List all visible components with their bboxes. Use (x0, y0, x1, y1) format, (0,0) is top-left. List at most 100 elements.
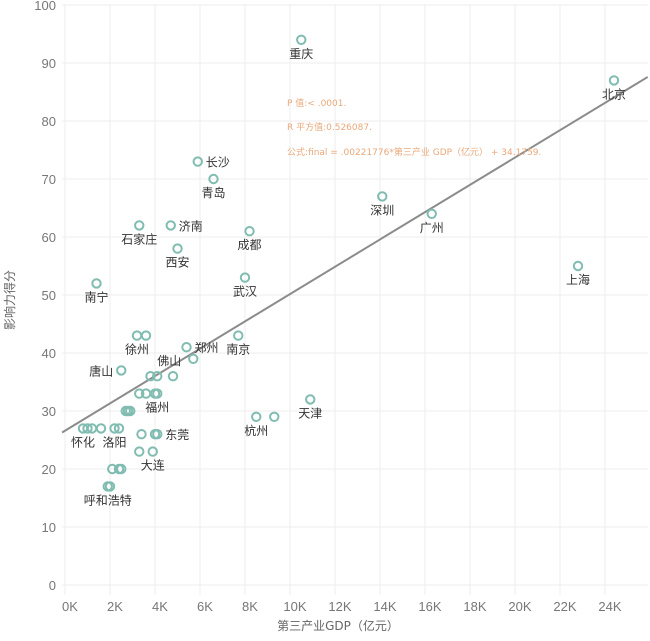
x-tick-label: 24K (598, 599, 621, 614)
data-point (192, 156, 203, 167)
point-label: 青岛 (201, 185, 225, 200)
data-point (305, 394, 316, 405)
trend-annotations: P 值:< .0001. R 平方值:0.526087. 公式:final = … (287, 97, 541, 158)
point-label: 重庆 (289, 47, 313, 61)
point-label: 福州 (145, 400, 169, 415)
x-tick-label: 10K (283, 599, 306, 614)
x-tick-label: 20K (508, 599, 531, 614)
data-point (147, 446, 158, 457)
data-point (152, 388, 163, 399)
data-point (233, 330, 244, 341)
x-axis-ticks: 0K 2K 4K 6K 8K 10K 12K 14K 16K 18K 20K 22K 24K (62, 599, 622, 614)
data-point (269, 411, 280, 422)
point-label: 东莞 (165, 428, 189, 442)
data-point (251, 411, 262, 422)
point-label: 郑州 (195, 340, 219, 355)
y-tick-label: 80 (42, 114, 56, 129)
y-tick-label: 40 (42, 346, 56, 361)
x-tick-label: 4K (152, 599, 168, 614)
point-label: 武汉 (233, 285, 257, 299)
data-point (152, 429, 163, 440)
x-tick-label: 22K (553, 599, 576, 614)
data-point (145, 371, 156, 382)
data-point (165, 220, 176, 231)
point-label: 北京 (602, 87, 626, 101)
point-label: 石家庄 (121, 231, 157, 246)
point-label: 南京 (226, 342, 250, 357)
y-tick-label: 60 (42, 230, 56, 245)
data-point (134, 446, 145, 457)
y-tick-label: 10 (42, 520, 56, 535)
point-label: 杭州 (244, 423, 268, 438)
data-point (181, 342, 192, 353)
data-point (125, 405, 136, 417)
data-point (95, 423, 107, 434)
data-point (152, 371, 163, 382)
x-tick-label: 14K (373, 599, 396, 614)
point-label: 大连 (141, 458, 165, 473)
point-label: 上海 (566, 272, 590, 287)
data-point (377, 191, 388, 202)
data-point (188, 353, 199, 364)
x-tick-label: 16K (418, 599, 441, 614)
p-value-annotation: P 值:< .0001. (287, 97, 346, 109)
point-label: 成都 (237, 238, 261, 252)
x-tick-label: 6K (197, 599, 213, 614)
data-point (116, 365, 127, 376)
data-point (172, 243, 183, 254)
point-label: 怀化 (71, 435, 95, 449)
r-squared-annotation: R 平方值:0.526087. (287, 121, 372, 133)
data-point (167, 371, 179, 382)
x-tick-label: 18K (463, 599, 486, 614)
y-tick-label: 50 (42, 288, 56, 303)
point-label: 唐山 (89, 363, 113, 378)
data-point (134, 220, 145, 231)
y-axis-ticks: 0 10 20 30 40 50 60 70 80 90 100 (34, 0, 56, 593)
data-point (91, 278, 102, 289)
point-label: 长沙 (206, 156, 230, 170)
y-tick-label: 100 (34, 0, 56, 13)
y-tick-label: 20 (42, 462, 56, 477)
point-label: 济南 (179, 218, 203, 233)
data-point (82, 423, 93, 434)
point-label: 西安 (165, 255, 189, 270)
data-point (134, 388, 145, 399)
data-point (572, 260, 584, 272)
y-tick-label: 90 (42, 56, 56, 71)
data-point (426, 208, 437, 220)
data-point (239, 272, 251, 283)
data-point (109, 423, 120, 434)
gridlines (62, 4, 648, 595)
point-label: 深圳 (370, 203, 394, 217)
point-label: 天津 (298, 406, 322, 420)
formula-annotation: 公式:final = .00221776*第三产业 GDP（亿元） + 34.1… (287, 146, 541, 158)
y-tick-label: 0 (49, 578, 56, 593)
y-tick-label: 30 (42, 404, 56, 419)
data-point (136, 429, 147, 440)
point-label: 广州 (420, 221, 444, 235)
x-tick-label: 2K (107, 599, 123, 614)
data-point (104, 481, 116, 492)
point-label: 南宁 (84, 289, 108, 304)
y-axis-title: 影响力得分 (2, 270, 17, 330)
x-axis-title: 第三产业GDP（亿元） (277, 618, 399, 633)
point-label: 呼和浩特 (84, 492, 132, 507)
data-point (140, 330, 152, 341)
x-tick-label: 0K (62, 599, 78, 614)
data-points (77, 34, 620, 492)
data-point (208, 173, 219, 185)
data-point (244, 226, 255, 237)
data-point (608, 75, 620, 86)
point-label: 洛阳 (102, 434, 126, 449)
data-point (131, 330, 143, 341)
point-label: 徐州 (125, 342, 149, 357)
x-tick-label: 8K (242, 599, 258, 614)
data-point (113, 423, 125, 434)
data-point (116, 463, 127, 475)
data-point (296, 34, 307, 45)
y-tick-label: 70 (42, 172, 56, 187)
point-label: 佛山 (157, 354, 181, 368)
x-tick-label: 12K (328, 599, 351, 614)
